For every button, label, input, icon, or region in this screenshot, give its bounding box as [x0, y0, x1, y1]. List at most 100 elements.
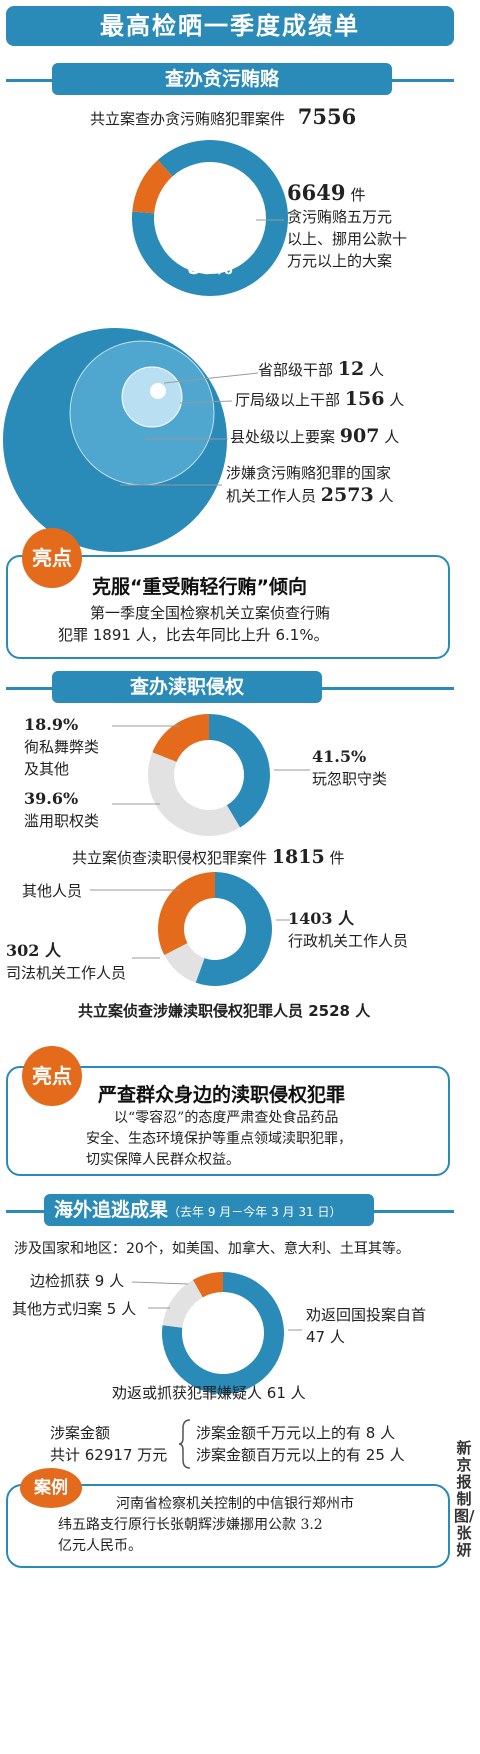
state-unit: 人 [378, 487, 394, 505]
bureau-label: 厅局级以上干部 [235, 391, 341, 409]
case-badge: 案例 [20, 1468, 82, 1508]
donut-slice [162, 1279, 203, 1328]
overseas-donut [162, 1272, 284, 1394]
border-label: 边检抓获 9 人 [30, 1272, 125, 1290]
admin-label: 行政机关工作人员 [288, 932, 409, 950]
money-over-10m: 涉案金额千万元以上的有 8 人 [196, 1424, 396, 1442]
case-body-line-2: 纬五路支行原行长张朝辉涉嫌挪用公款 3.2 [58, 1517, 323, 1533]
corruption-percent-label: 88% [187, 257, 232, 279]
malfeasance-cases: 共立案侦查渎职侵权犯罪案件 1815 件 [72, 846, 344, 869]
officials-nested-circles [3, 328, 259, 552]
officials-county: 县处级以上要案 907 人 [230, 425, 399, 448]
malfeasance-cases-label: 共立案侦查渎职侵权犯罪案件 [72, 849, 268, 867]
favoritism-pct: 18.9% [24, 715, 79, 734]
highlight-body-2-line-2: 安全、生态环境保护等重点领域渎职犯罪， [86, 1131, 352, 1147]
judicial-label: 司法机关工作人员 [6, 964, 127, 982]
county-label: 县处级以上要案 [230, 428, 336, 446]
favoritism-label-1: 徇私舞弊类 [24, 738, 100, 756]
overseas-countries: 涉及国家和地区：20个，如美国、加拿大、意大利、土耳其等。 [14, 1241, 410, 1257]
donut-slice [148, 752, 241, 836]
persuaded-block: 劝返回国投案自首 47 人 [306, 1304, 426, 1348]
judicial-value: 302 人 [6, 941, 61, 960]
circle-provincial [150, 383, 166, 399]
leader-border [131, 1281, 189, 1285]
highlight-body-2-line-1: 以“零容忍”的态度严肃查处食品药品 [114, 1110, 339, 1126]
credit: 新京报制图/张妍 [454, 1439, 475, 1559]
corruption-donut-chart: 88% [132, 140, 288, 296]
section-title-overseas: 海外追逃成果（去年 9 月－今年 3 月 31 日） [44, 1194, 374, 1226]
big-case-block: 6649 件 贪污贿赂五万元 以上、挪用公款十 万元以上的大案 [287, 180, 407, 272]
highlight-body-2: 以“零容忍”的态度严肃查处食品药品 安全、生态环境保护等重点领域渎职犯罪， 切实… [86, 1108, 352, 1171]
persuaded-label-2: 47 人 [306, 1328, 345, 1346]
overseas-donut-group [162, 1272, 284, 1394]
officials-state: 涉嫌贪污贿赂犯罪的国家 机关工作人员 2573 人 [226, 462, 393, 507]
corruption-total: 共立案查办贪污贿赂犯罪案件 7556 [90, 106, 356, 130]
county-unit: 人 [384, 428, 400, 446]
highlight-body-2-line-3: 切实保障人民群众权益。 [86, 1152, 240, 1168]
malfeasance-cases-value: 1815 [271, 846, 325, 868]
abuse-pct: 39.6% [24, 789, 79, 808]
highlight-headline-1: 克服“重受贿轻行贿”倾向 [92, 576, 307, 598]
section-title-corruption: 查办贪污贿赂 [52, 63, 392, 95]
favoritism-label-2: 及其他 [24, 760, 70, 778]
big-case-value: 6649 [287, 180, 346, 205]
big-case-desc-2: 以上、挪用公款十 [287, 230, 408, 248]
malfeasance-person-leaders [90, 889, 290, 959]
favoritism-block: 18.9% 徇私舞弊类 及其他 [24, 714, 99, 780]
admin-block: 1403 人 行政机关工作人员 [288, 908, 408, 952]
money-details: 涉案金额千万元以上的有 8 人 涉案金额百万元以上的有 25 人 [196, 1422, 405, 1466]
provincial-value: 12 [337, 358, 365, 380]
other-persons-label: 其他人员 [22, 882, 83, 900]
donut-slice [195, 872, 272, 986]
admin-value: 1403 人 [288, 909, 355, 928]
donut-slice [132, 160, 173, 214]
other-way-label: 其他方式归案 5 人 [12, 1300, 137, 1318]
section-title-malfeasance: 查办渎职侵权 [52, 671, 322, 703]
corruption-donut-group [132, 140, 288, 296]
overseas-tab-note: （去年 9 月－今年 3 月 31 日） [168, 1205, 342, 1219]
abuse-label: 滥用职权类 [24, 812, 100, 830]
leader-provincial [163, 372, 259, 384]
state-label-1: 涉嫌贪污贿赂犯罪的国家 [226, 464, 392, 482]
bureau-value: 156 [344, 388, 385, 410]
big-case-desc-1: 贪污贿赂五万元 [287, 208, 393, 226]
neglect-label: 玩忽职守类 [312, 770, 388, 788]
bureau-unit: 人 [389, 391, 405, 409]
judicial-block: 302 人 司法机关工作人员 [6, 940, 126, 984]
state-label-2: 机关工作人员 [226, 487, 317, 505]
malfeasance-person-group [158, 872, 272, 986]
circle-bureau [121, 366, 183, 428]
neglect-pct: 41.5% [312, 747, 367, 766]
overseas-total: 劝返或抓获犯罪嫌疑人 61 人 [112, 1384, 306, 1402]
donut-slice [152, 714, 209, 762]
malfeasance-type-leaders [112, 725, 310, 805]
big-case-unit: 件 [350, 186, 366, 204]
big-case-desc-3: 万元以上的大案 [287, 252, 393, 270]
county-value: 907 [339, 425, 380, 447]
money-block: 涉案金额 共计 62917 万元 [50, 1422, 167, 1466]
corruption-total-label: 共立案查办贪污贿赂犯罪案件 [90, 110, 286, 128]
case-body-line-3: 亿元人民币。 [58, 1538, 142, 1554]
highlight-body-1-line-2: 犯罪 1891 人，比去年同比上升 6.1%。 [58, 626, 329, 644]
malfeasance-cases-unit: 件 [329, 849, 345, 867]
highlight-box-bribery [6, 555, 450, 659]
persuaded-label-1: 劝返回国投案自首 [306, 1306, 427, 1324]
state-line-2: 机关工作人员 2573 人 [226, 484, 393, 507]
donut-slice [158, 872, 215, 956]
provincial-unit: 人 [369, 361, 385, 379]
highlight-body-1-line-1: 第一季度全国检察机关立案侦查行贿 [90, 604, 331, 622]
page-title: 最高检晒一季度成绩单 [6, 6, 454, 46]
highlight-badge-2: 亮点 [22, 1046, 82, 1106]
corruption-total-value: 7556 [297, 104, 357, 129]
big-case-leader [256, 219, 284, 221]
money-over-1m: 涉案金额百万元以上的有 25 人 [196, 1446, 405, 1464]
leader-bureau [179, 400, 233, 404]
abuse-block: 39.6% 滥用职权类 [24, 788, 99, 832]
highlight-badge-1: 亮点 [22, 528, 82, 588]
provincial-label: 省部级干部 [258, 361, 334, 379]
money-label-2: 共计 62917 万元 [50, 1446, 168, 1464]
malfeasance-type-group [148, 714, 270, 836]
donut-slice [192, 1272, 223, 1298]
officials-bureau: 厅局级以上干部 156 人 [235, 388, 404, 411]
malfeasance-person-donut [158, 872, 272, 986]
